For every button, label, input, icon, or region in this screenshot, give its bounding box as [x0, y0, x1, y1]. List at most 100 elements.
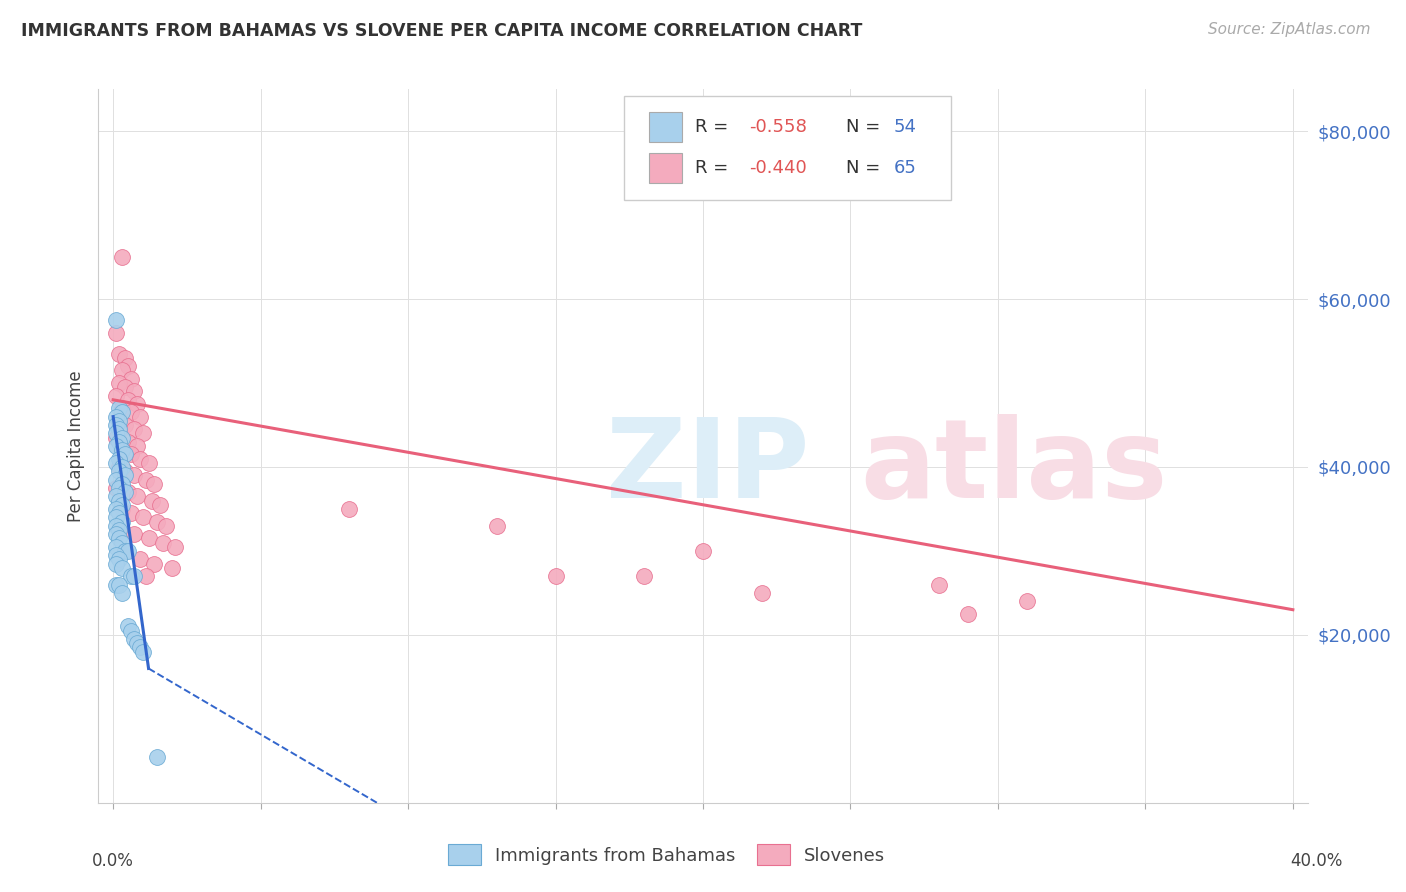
Point — [111, 250, 134, 264]
Text: 0.0%: 0.0% — [91, 852, 134, 870]
Point — [120, 447, 142, 461]
Point — [108, 577, 131, 591]
Point — [108, 414, 131, 428]
Point — [117, 359, 139, 374]
Bar — [648, 112, 682, 142]
Point — [692, 544, 714, 558]
Point — [111, 460, 134, 475]
Point — [105, 313, 128, 327]
Point — [114, 380, 136, 394]
FancyBboxPatch shape — [624, 96, 950, 200]
Point — [108, 451, 131, 466]
Point — [544, 569, 567, 583]
Point — [146, 515, 169, 529]
Point — [105, 431, 128, 445]
Point — [111, 476, 134, 491]
Text: -0.440: -0.440 — [749, 159, 807, 177]
Point — [128, 451, 150, 466]
Point — [117, 619, 139, 633]
Point — [155, 518, 177, 533]
Point — [108, 506, 131, 520]
Point — [108, 376, 131, 390]
Point — [111, 401, 134, 416]
Text: IMMIGRANTS FROM BAHAMAS VS SLOVENE PER CAPITA INCOME CORRELATION CHART: IMMIGRANTS FROM BAHAMAS VS SLOVENE PER C… — [21, 22, 862, 40]
Point — [105, 439, 128, 453]
Point — [105, 548, 128, 562]
Point — [105, 409, 128, 424]
Point — [105, 527, 128, 541]
Point — [120, 506, 142, 520]
Text: R =: R = — [695, 118, 734, 136]
Point — [114, 544, 136, 558]
Point — [128, 640, 150, 655]
Point — [105, 326, 128, 340]
Point — [114, 544, 136, 558]
Point — [108, 434, 131, 449]
Point — [114, 464, 136, 478]
Point — [111, 443, 134, 458]
Point — [135, 569, 157, 583]
Point — [105, 502, 128, 516]
Point — [111, 431, 134, 445]
Point — [128, 552, 150, 566]
Point — [111, 515, 134, 529]
Point — [111, 502, 134, 516]
Point — [141, 493, 163, 508]
Point — [105, 540, 128, 554]
Text: ZIP: ZIP — [606, 414, 810, 521]
Point — [105, 481, 128, 495]
Point — [122, 384, 145, 399]
Point — [114, 468, 136, 483]
Point — [108, 422, 131, 436]
Point — [114, 417, 136, 432]
Point — [105, 456, 128, 470]
Point — [105, 557, 128, 571]
Text: Source: ZipAtlas.com: Source: ZipAtlas.com — [1208, 22, 1371, 37]
Point — [108, 532, 131, 546]
Point — [105, 489, 128, 503]
Point — [165, 540, 187, 554]
Point — [105, 389, 128, 403]
Point — [146, 749, 169, 764]
Point — [114, 485, 136, 500]
Point — [108, 464, 131, 478]
Point — [131, 510, 153, 524]
Point — [108, 414, 131, 428]
Text: R =: R = — [695, 159, 734, 177]
Text: -0.558: -0.558 — [749, 118, 807, 136]
Point — [111, 560, 134, 574]
Point — [633, 569, 655, 583]
Point — [160, 560, 183, 574]
Point — [120, 372, 142, 386]
Point — [108, 481, 131, 495]
Point — [122, 527, 145, 541]
Point — [138, 532, 160, 546]
Point — [111, 405, 134, 419]
Point — [105, 518, 128, 533]
Point — [122, 468, 145, 483]
Point — [131, 426, 153, 441]
Point — [117, 392, 139, 407]
Point — [135, 473, 157, 487]
Point — [122, 569, 145, 583]
Point — [125, 489, 148, 503]
Bar — [648, 153, 682, 183]
Point — [125, 636, 148, 650]
Point — [125, 397, 148, 411]
Point — [114, 351, 136, 365]
Point — [120, 405, 142, 419]
Point — [111, 535, 134, 549]
Point — [108, 346, 131, 360]
Point — [105, 577, 128, 591]
Point — [105, 510, 128, 524]
Text: 40.0%: 40.0% — [1291, 852, 1343, 870]
Y-axis label: Per Capita Income: Per Capita Income — [66, 370, 84, 522]
Point — [120, 569, 142, 583]
Point — [111, 498, 134, 512]
Point — [125, 439, 148, 453]
Text: 54: 54 — [894, 118, 917, 136]
Point — [152, 535, 174, 549]
Point — [957, 607, 980, 621]
Point — [751, 586, 773, 600]
Point — [143, 476, 166, 491]
